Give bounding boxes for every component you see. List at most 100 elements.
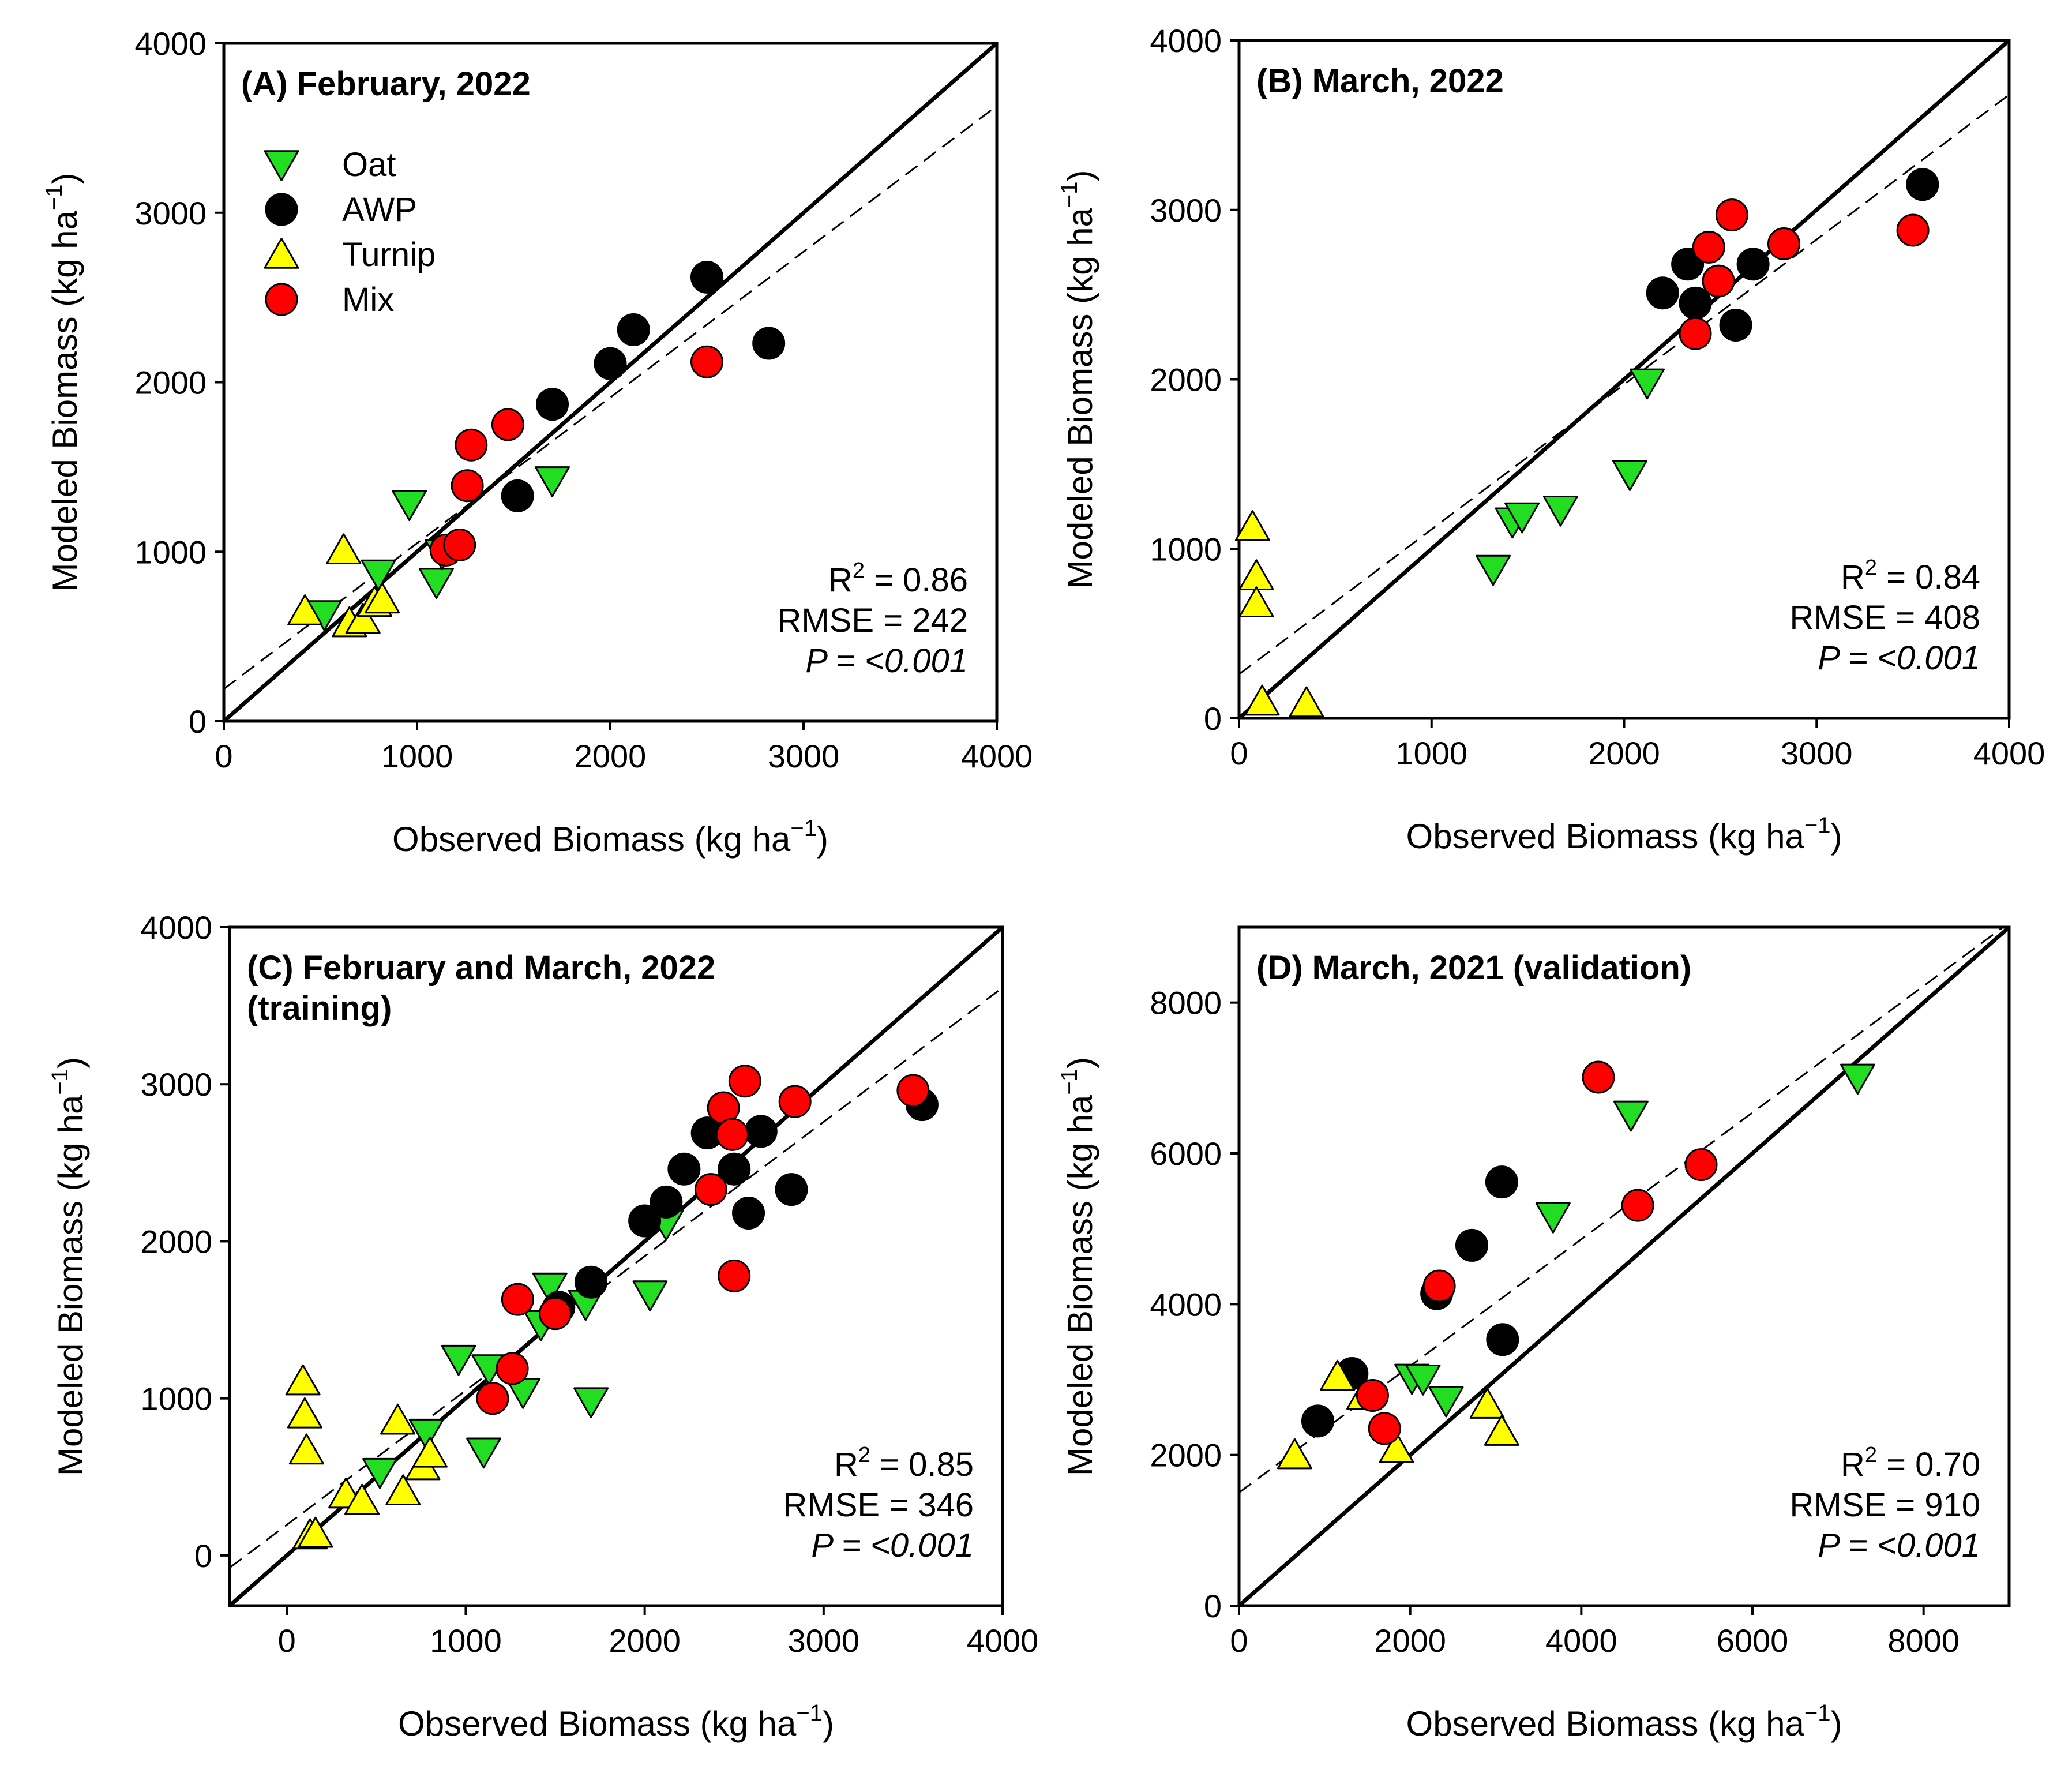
panel-subtitle: (training) (247, 990, 392, 1027)
x-tick-label: 6000 (1717, 1622, 1789, 1659)
turnip-point (412, 1436, 448, 1468)
oat-point (1476, 554, 1511, 586)
p-value-stat: P = <0.001 (1818, 639, 1980, 677)
mix-point (496, 1352, 529, 1385)
reference-lines (1239, 927, 2009, 1606)
legend-label-turnip: Turnip (342, 236, 436, 273)
r-squared-superscript: 2 (1865, 1443, 1877, 1467)
y-tick-label: 3000 (1150, 192, 1222, 228)
panel-b: 0 1000 2000 3000 4000 0 1000 2000 3000 4000 (B) M… (1057, 23, 2045, 856)
x-axis-label-superscript: −1 (790, 816, 817, 841)
mix-point (718, 1259, 751, 1292)
oat-point (1630, 368, 1665, 400)
mix-point (1368, 1412, 1401, 1445)
y-tick-label: 1000 (1150, 531, 1222, 567)
awp-point (744, 1115, 778, 1148)
r-squared-value: = 0.85 (870, 1446, 974, 1483)
oat-marker-icon (264, 150, 299, 182)
r-squared-prefix: R (1841, 1446, 1865, 1483)
turnip-point (1244, 684, 1280, 716)
panel-title: (A) February, 2022 (241, 65, 531, 103)
p-value-stat: P = <0.001 (811, 1527, 974, 1564)
awp-point (1736, 248, 1770, 281)
mix-point (1702, 264, 1735, 298)
turnip-point (380, 1403, 416, 1435)
awp-point (1301, 1404, 1334, 1438)
x-tick-label: 2000 (609, 1622, 681, 1659)
data-points (285, 1065, 939, 1550)
x-axis-label-close: ) (1830, 1704, 1842, 1743)
mix-point (1422, 1269, 1456, 1303)
turnip-marker-icon (264, 237, 299, 269)
turnip-point (344, 1483, 380, 1515)
x-tick-label: 1000 (381, 738, 453, 774)
oat-point (573, 1387, 609, 1419)
y-tick-label: 6000 (1150, 1135, 1222, 1172)
axis-ticks: 0 2000 4000 6000 8000 0 2000 4000 6000 8000 (1150, 985, 1960, 1659)
x-axis-label-text: Observed Biomass (kg ha (398, 1704, 797, 1743)
y-axis-label-close: ) (51, 1057, 90, 1069)
turnip-point (326, 533, 362, 565)
x-axis-label-superscript: −1 (1804, 1700, 1831, 1726)
awp-point (1646, 276, 1679, 310)
mix-point (1896, 213, 1930, 247)
oat-point (361, 559, 396, 591)
turnip-point (1238, 559, 1274, 590)
x-axis-label-superscript: −1 (796, 1700, 823, 1726)
awp-point (1679, 286, 1712, 320)
oat-point (466, 1437, 501, 1469)
oat-point (1535, 1202, 1571, 1234)
oat-point (532, 1272, 568, 1304)
oat-point (1405, 1364, 1441, 1396)
turnip-point (288, 1433, 324, 1465)
y-axis-label: Modeled Biomass (kg ha−1) (42, 173, 84, 592)
axis-ticks: 0 1000 2000 3000 4000 0 1000 2000 3000 4000 (140, 909, 1038, 1659)
awp-point (690, 260, 723, 294)
mix-point (778, 1085, 812, 1118)
turnip-point (1484, 1415, 1519, 1446)
data-points (1277, 1060, 1875, 1470)
x-axis-label-text: Observed Biomass (kg ha (1406, 1704, 1805, 1743)
y-tick-label: 0 (194, 1538, 212, 1574)
x-tick-label: 3000 (788, 1622, 860, 1659)
y-axis-label-superscript: −1 (47, 1069, 73, 1095)
x-tick-label: 4000 (1545, 1622, 1617, 1659)
x-axis-label-text: Observed Biomass (kg ha (392, 820, 791, 859)
rmse-stat: RMSE = 346 (783, 1486, 974, 1524)
y-axis-label-close: ) (46, 173, 84, 185)
p-value-stat: P = <0.001 (805, 642, 968, 680)
mix-point (539, 1297, 572, 1331)
oat-point (392, 490, 427, 522)
legend-label-mix: Mix (342, 281, 394, 318)
r-squared-stat: R2 = 0.86 (828, 559, 968, 599)
y-axis-label-superscript: −1 (1057, 182, 1082, 208)
y-axis-label-text: Modeled Biomass (kg ha (1061, 1095, 1099, 1476)
data-points (1234, 168, 1939, 718)
rmse-stat: RMSE = 242 (778, 602, 968, 639)
legend-label-awp: AWP (342, 191, 417, 228)
oat-point (632, 1280, 668, 1312)
reference-lines (224, 43, 997, 721)
x-tick-label: 4000 (961, 738, 1033, 774)
one-to-one-line (1239, 40, 2009, 718)
oat-point (1542, 495, 1578, 527)
y-tick-label: 2000 (1150, 362, 1222, 398)
turnip-point (1289, 686, 1324, 718)
legend-item-awp: AWP (265, 191, 417, 228)
oat-point (419, 568, 454, 599)
y-tick-label: 0 (189, 703, 207, 740)
oat-point (1428, 1386, 1464, 1418)
r-squared-stat: R2 = 0.70 (1841, 1443, 1980, 1483)
y-axis-label-superscript: −1 (1057, 1069, 1082, 1095)
awp-point (1486, 1323, 1519, 1356)
y-tick-label: 2000 (134, 365, 207, 401)
oat-point (1840, 1063, 1875, 1095)
r-squared-prefix: R (834, 1446, 858, 1483)
legend-item-turnip: Turnip (264, 236, 436, 273)
x-axis-label-text: Observed Biomass (kg ha (1406, 817, 1805, 856)
oat-point (1612, 460, 1648, 492)
oat-point (535, 466, 570, 497)
x-tick-label: 2000 (575, 738, 647, 774)
x-tick-label: 2000 (1374, 1622, 1446, 1659)
